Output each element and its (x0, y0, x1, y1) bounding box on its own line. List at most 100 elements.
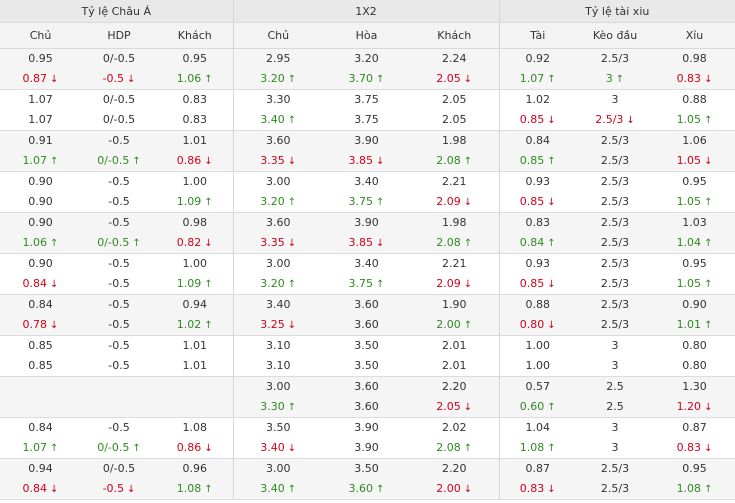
current-odds: 3.70 ↑ (323, 69, 410, 89)
odds-value: 0/-0.5 (102, 93, 136, 106)
odds-value: 1.00 (182, 257, 208, 270)
odds-value: 0.83 (182, 113, 208, 126)
opening-odds: 0.90 (0, 213, 81, 233)
table-row: 0.95 0.87 ↓ 0/-0.5 -0.5 ↓ 0.95 1.06 ↑ 2.95 3.20 ↑ 3.… (0, 48, 735, 90)
arrow-up-icon: ↑ (287, 279, 297, 290)
odds-value: 0.85 (519, 195, 545, 208)
odds-value: 0.83 (525, 216, 551, 229)
opening-odds: 2.24 (410, 49, 499, 69)
odds-value: -0.5 (108, 216, 130, 229)
current-odds: 2.09 ↓ (410, 274, 499, 294)
opening-odds: 1.08 (157, 418, 233, 438)
opening-odds: 0.90 (0, 254, 81, 274)
odds-cell: 3.90 3.85 ↓ (323, 130, 410, 172)
odds-value: 1.07 (22, 154, 48, 167)
arrow-down-icon: ↓ (463, 197, 473, 208)
odds-cell: 1.08 0.86 ↓ (157, 417, 233, 459)
opening-odds: 0.84 (0, 418, 81, 438)
arrow-up-icon: ↑ (704, 115, 713, 126)
odds-value: 0/-0.5 (102, 462, 136, 475)
odds-value: 1.01 (182, 359, 208, 372)
opening-odds: 0.84 (0, 295, 81, 315)
odds-value: 1.08 (176, 482, 202, 495)
odds-cell: -0.5 0/-0.5 ↑ (81, 212, 157, 254)
opening-odds: 1.01 (157, 131, 233, 151)
odds-value: 0.85 (28, 359, 53, 372)
odds-value: 3.20 (354, 52, 379, 65)
odds-value: 1.05 (676, 195, 702, 208)
table-row: 0.85 0.85 -0.5 -0.5 1.01 1.01 3.10 3.10 3.50 3.50… (0, 335, 735, 377)
odds-cell: 0.95 1.06 ↑ (157, 48, 233, 90)
current-odds: 0.60 ↑ (500, 397, 577, 417)
odds-value: 2.05 (436, 400, 461, 413)
odds-value: 3.40 (354, 175, 379, 188)
opening-odds: 0.96 (157, 459, 233, 479)
current-odds: 3.75 ↑ (323, 192, 410, 212)
opening-odds: 3.50 (234, 418, 324, 438)
opening-odds: 3.00 (234, 459, 324, 479)
current-odds: 0.84 ↑ (500, 233, 577, 253)
odds-cell: 0.80 0.80 (654, 335, 735, 377)
odds-cell: 1.00 1.09 ↑ (157, 253, 233, 295)
arrow-down-icon: ↓ (463, 402, 473, 413)
opening-odds: 0.88 (654, 90, 735, 110)
opening-odds: 0.92 (500, 49, 577, 69)
col-header-away: Khách (157, 22, 233, 49)
odds-value: 2.5/3 (600, 154, 630, 167)
odds-cell: 0.83 0.84 ↑ (498, 212, 577, 254)
odds-value: 2.21 (442, 257, 467, 270)
odds-value: 3.75 (348, 277, 374, 290)
opening-odds: 0/-0.5 (81, 90, 157, 110)
opening-odds: 3.00 (234, 377, 324, 397)
col-header-over: Tài (498, 22, 576, 49)
header-group-row: Tỷ lệ Châu Á 1X2 Tỷ lệ tài xiu (0, 0, 735, 23)
odds-value: 0.86 (176, 154, 202, 167)
odds-value: 1.07 (22, 441, 48, 454)
odds-value: 0.90 (28, 175, 53, 188)
group-header-asian-handicap: Tỷ lệ Châu Á (0, 0, 233, 23)
header-column-row: Chủ HDP Khách Chủ Hòa Khách Tài Kèo đầu … (0, 22, 735, 49)
arrow-down-icon: ↓ (704, 402, 713, 413)
odds-cell: 0.88 1.05 ↑ (654, 89, 735, 131)
arrow-up-icon: ↑ (287, 402, 297, 413)
odds-cell: 2.5/3 2.5/3 (576, 130, 654, 172)
opening-odds: 3 (576, 90, 654, 110)
opening-odds: 3.40 (323, 172, 410, 192)
opening-odds: 2.5/3 (576, 213, 654, 233)
odds-value: -0.5 (108, 175, 130, 188)
odds-value: 3.90 (354, 421, 379, 434)
opening-odds: 3.90 (323, 131, 410, 151)
odds-value: 2.20 (442, 462, 467, 475)
odds-cell: 3.90 3.85 ↓ (323, 212, 410, 254)
current-odds: 0.86 ↓ (157, 438, 233, 458)
current-odds: 0.78 ↓ (0, 315, 81, 335)
odds-value: 0.78 (22, 318, 48, 331)
odds-cell: 0.87 0.83 ↓ (654, 417, 735, 459)
opening-odds: 1.30 (654, 377, 735, 397)
current-odds: 3.20 ↑ (234, 192, 324, 212)
opening-odds: 1.98 (410, 213, 499, 233)
current-odds: 1.05 ↑ (654, 192, 735, 212)
current-odds: 3.40 ↑ (234, 110, 324, 130)
odds-value: 2.5/3 (600, 257, 630, 270)
current-odds: 3.50 (323, 356, 410, 376)
odds-value: 0.95 (682, 257, 707, 270)
opening-odds: 3.60 (234, 131, 324, 151)
opening-odds (0, 377, 81, 397)
odds-cell: 1.90 2.00 ↑ (410, 294, 499, 336)
odds-value: 1.07 (28, 113, 53, 126)
odds-value: 3.60 (348, 482, 374, 495)
odds-value: 3.75 (348, 195, 374, 208)
arrow-down-icon: ↓ (463, 279, 473, 290)
arrow-up-icon: ↑ (287, 74, 297, 85)
odds-value: 0.60 (519, 400, 545, 413)
odds-value: 3.90 (354, 134, 379, 147)
odds-value: 3.50 (354, 339, 379, 352)
odds-value: 2.5/3 (600, 52, 630, 65)
arrow-down-icon: ↓ (376, 238, 385, 249)
current-odds: 3.60 (323, 397, 410, 417)
odds-value: 3.60 (354, 298, 379, 311)
current-odds: 1.01 ↑ (654, 315, 735, 335)
opening-odds: 2.20 (410, 459, 499, 479)
